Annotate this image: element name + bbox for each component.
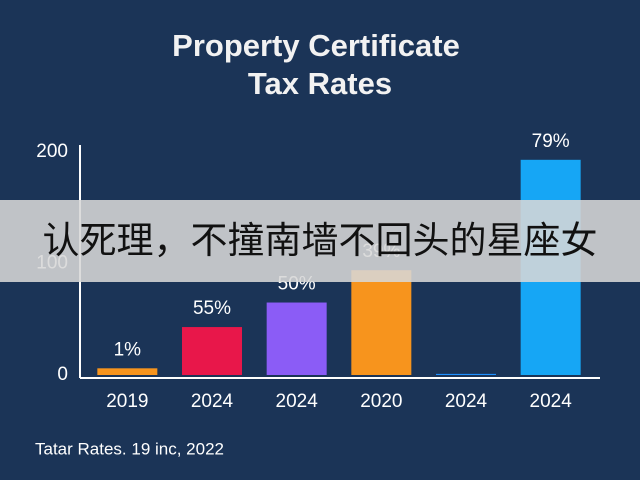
footer: Tatar Rates. 19 inc, 2022 (35, 439, 224, 458)
overlay-band (0, 200, 640, 282)
y-tick-label: 200 (36, 141, 68, 162)
chart-title: Tax Rates (248, 66, 392, 101)
bar (182, 327, 242, 375)
y-tick-label: 0 (57, 364, 68, 385)
bar (436, 373, 496, 375)
overlay: 认死理，不撞南墙不回头的星座女 (0, 200, 640, 282)
chart-title: Property Certificate (172, 28, 460, 63)
bar-label: 79% (532, 131, 570, 152)
x-tick-label: 2024 (445, 391, 488, 412)
x-tick-label: 2019 (106, 391, 148, 412)
bar-label: 55% (193, 298, 231, 319)
x-tick-label: 2024 (191, 391, 234, 412)
overlay-text: 认死理，不撞南墙不回头的星座女 (43, 220, 598, 261)
bar (351, 270, 412, 375)
x-tick-label: 2024 (276, 391, 319, 412)
bar-label: 1% (114, 339, 142, 360)
bar (266, 302, 327, 375)
x-tick-label: 2020 (360, 391, 402, 412)
x-tick-label: 2024 (530, 391, 573, 412)
bar (97, 368, 158, 375)
